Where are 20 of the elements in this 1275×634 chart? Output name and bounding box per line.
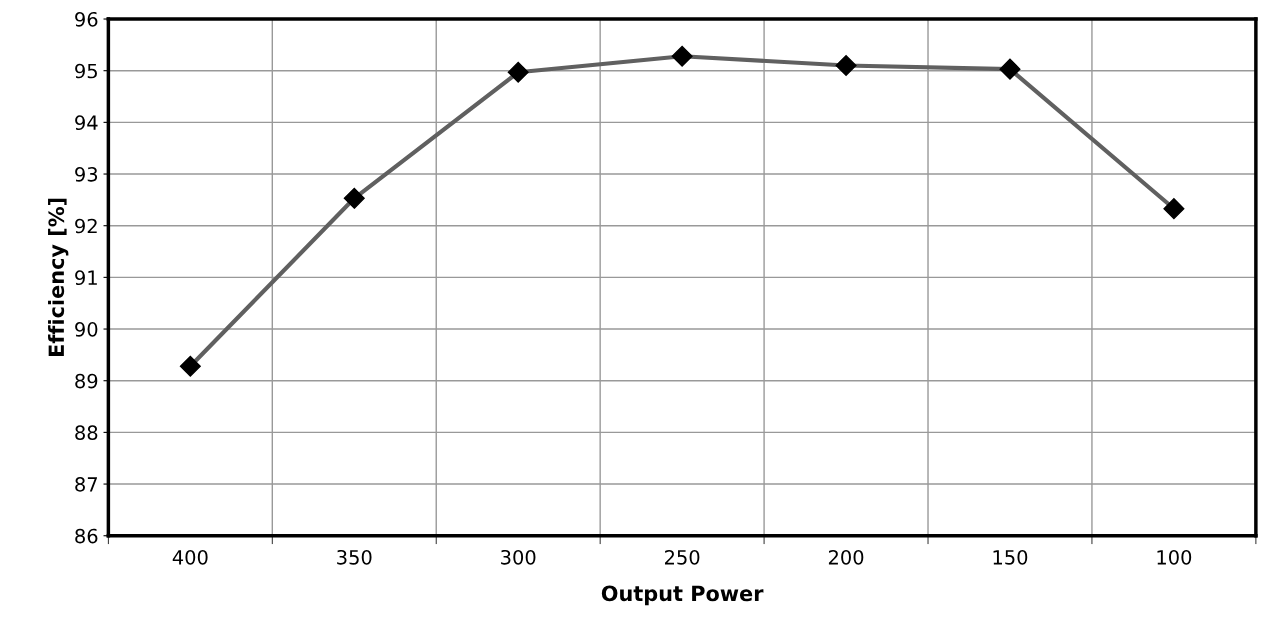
y-tick-label: 94 [75, 115, 98, 131]
x-tick-label: 200 [828, 549, 864, 565]
y-axis-title: Efficiency [%] [48, 198, 69, 356]
x-tick-label: 350 [337, 549, 372, 565]
x-tick-label: 250 [664, 549, 700, 565]
y-tick-label: 88 [75, 425, 98, 441]
y-tick-label: 92 [75, 218, 97, 234]
x-tick-label: 100 [1157, 549, 1192, 565]
x-tick-label: 400 [172, 549, 208, 565]
y-tick-label: 91 [75, 270, 97, 286]
x-axis-title: Output Power [601, 585, 764, 606]
y-tick-label: 90 [75, 322, 98, 337]
y-tick-label: 89 [75, 373, 98, 389]
y-tick-label: 93 [75, 166, 98, 182]
y-tick-label: 96 [75, 11, 98, 27]
x-tick-label: 150 [993, 549, 1028, 565]
y-tick-label: 87 [75, 477, 97, 492]
y-tick-label: 95 [75, 63, 97, 79]
x-tick-label: 300 [501, 549, 536, 565]
y-tick-label: 86 [75, 528, 98, 544]
